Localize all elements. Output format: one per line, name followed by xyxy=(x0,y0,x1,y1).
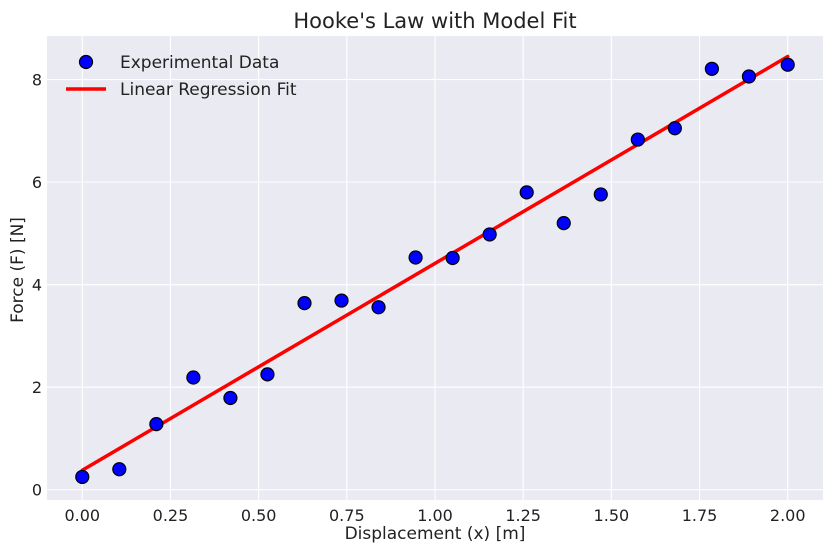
data-point xyxy=(556,216,571,231)
data-point xyxy=(630,132,645,147)
data-point xyxy=(408,250,423,265)
y-tick-label: 0 xyxy=(32,481,42,500)
data-point xyxy=(297,296,312,311)
legend-label-regression: Linear Regression Fit xyxy=(120,80,297,100)
data-point xyxy=(112,462,127,477)
data-point xyxy=(75,469,90,485)
data-point xyxy=(667,121,682,136)
data-point xyxy=(334,293,349,308)
data-point xyxy=(445,250,460,266)
x-tick-label: 1.00 xyxy=(417,506,453,525)
x-tick-label: 1.25 xyxy=(505,506,541,525)
data-point xyxy=(780,57,795,72)
grid-lines xyxy=(47,36,823,500)
legend-marker-experimental xyxy=(78,54,94,70)
data-point xyxy=(260,367,275,382)
x-tick-label: 0.75 xyxy=(329,506,365,525)
legend: Experimental Data Linear Regression Fit xyxy=(66,53,297,100)
data-point xyxy=(371,300,386,315)
data-point xyxy=(741,69,757,84)
y-tick-label: 6 xyxy=(32,173,42,192)
x-axis-ticks: 0.00 0.25 0.50 0.75 1.00 1.25 1.50 1.75 2.00 xyxy=(64,506,805,525)
data-point xyxy=(482,227,497,242)
x-tick-label: 2.00 xyxy=(770,506,806,525)
data-point xyxy=(186,370,201,385)
chart-title: Hooke's Law with Model Fit xyxy=(293,9,576,33)
x-tick-label: 1.50 xyxy=(594,506,630,525)
data-point xyxy=(593,187,608,202)
x-tick-label: 1.75 xyxy=(682,506,718,525)
y-axis-label: Force (F) [N] xyxy=(8,217,28,323)
x-tick-label: 0.50 xyxy=(241,506,277,525)
data-point xyxy=(149,417,164,432)
data-point xyxy=(704,61,719,76)
y-tick-label: 4 xyxy=(32,276,42,295)
x-axis-label: Displacement (x) [m] xyxy=(345,524,526,544)
data-points-layer xyxy=(75,57,795,485)
data-point xyxy=(519,185,534,200)
x-tick-label: 0.25 xyxy=(153,506,189,525)
legend-label-experimental: Experimental Data xyxy=(120,53,279,73)
y-axis-ticks: 0 2 4 6 8 xyxy=(32,71,42,500)
x-tick-label: 0.00 xyxy=(64,506,100,525)
data-point xyxy=(223,390,238,406)
y-tick-label: 2 xyxy=(32,378,42,397)
y-tick-label: 8 xyxy=(32,71,42,90)
